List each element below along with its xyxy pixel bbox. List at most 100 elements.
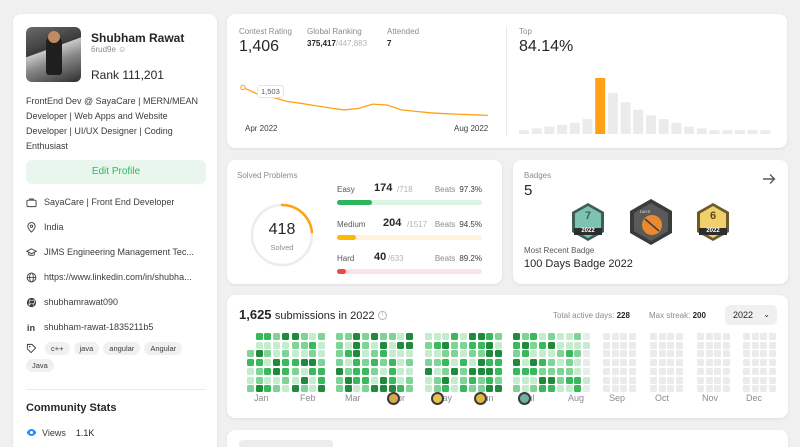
heatmap-day-cell[interactable] xyxy=(425,367,432,375)
heatmap-day-cell[interactable] xyxy=(442,376,450,384)
heatmap-day-cell[interactable] xyxy=(264,341,272,349)
arrow-right-icon[interactable] xyxy=(761,171,777,187)
heatmap-day-cell[interactable] xyxy=(477,367,485,375)
heatmap-day-cell[interactable] xyxy=(336,341,343,349)
distribution-bar[interactable] xyxy=(620,102,631,134)
heatmap-day-cell[interactable] xyxy=(255,341,263,349)
heatmap-day-cell[interactable] xyxy=(760,359,768,367)
heatmap-day-cell[interactable] xyxy=(300,359,308,367)
heatmap-day-cell[interactable] xyxy=(495,341,503,349)
heatmap-day-cell[interactable] xyxy=(388,385,396,393)
heatmap-day-cell[interactable] xyxy=(397,350,405,358)
heatmap-day-cell[interactable] xyxy=(513,341,520,349)
heatmap-day-cell[interactable] xyxy=(336,333,343,340)
heatmap-day-cell[interactable] xyxy=(714,333,722,340)
heatmap-day-cell[interactable] xyxy=(281,367,289,375)
heatmap-day-cell[interactable] xyxy=(676,367,684,375)
heatmap-day-cell[interactable] xyxy=(281,333,289,340)
heatmap-day-cell[interactable] xyxy=(370,359,378,367)
heatmap-day-cell[interactable] xyxy=(620,385,628,393)
heatmap-day-cell[interactable] xyxy=(583,341,591,349)
heatmap-day-cell[interactable] xyxy=(273,350,281,358)
heatmap-day-cell[interactable] xyxy=(658,385,666,393)
heatmap-day-cell[interactable] xyxy=(406,333,414,340)
heatmap-day-cell[interactable] xyxy=(676,376,684,384)
heatmap-day-cell[interactable] xyxy=(309,376,317,384)
heatmap-day-cell[interactable] xyxy=(760,367,768,375)
avatar[interactable] xyxy=(26,27,81,82)
heatmap-day-cell[interactable] xyxy=(557,385,564,393)
heatmap-day-cell[interactable] xyxy=(667,333,675,340)
heatmap-day-cell[interactable] xyxy=(486,350,494,358)
distribution-bar[interactable] xyxy=(658,119,669,134)
monthly-badge-icon[interactable] xyxy=(570,202,606,242)
heatmap-day-cell[interactable] xyxy=(760,333,768,340)
heatmap-day-cell[interactable] xyxy=(247,350,254,358)
heatmap-day-cell[interactable] xyxy=(459,333,467,340)
heatmap-day-cell[interactable] xyxy=(336,359,343,367)
heatmap-day-cell[interactable] xyxy=(620,350,628,358)
heatmap-day-cell[interactable] xyxy=(344,350,352,358)
heatmap-day-cell[interactable] xyxy=(530,385,538,393)
heatmap-day-cell[interactable] xyxy=(620,367,628,375)
distribution-bar[interactable] xyxy=(557,124,568,134)
heatmap-day-cell[interactable] xyxy=(451,376,459,384)
heatmap-day-cell[interactable] xyxy=(513,350,520,358)
distribution-bar[interactable] xyxy=(722,130,733,134)
heatmap-day-cell[interactable] xyxy=(705,385,713,393)
github-row[interactable]: shubhamrawat090 xyxy=(26,295,208,309)
heatmap-day-cell[interactable] xyxy=(477,350,485,358)
heatmap-day-cell[interactable] xyxy=(300,350,308,358)
heatmap-day-cell[interactable] xyxy=(318,350,326,358)
heatmap-day-cell[interactable] xyxy=(743,333,750,340)
heatmap-day-cell[interactable] xyxy=(513,333,520,340)
heatmap-day-cell[interactable] xyxy=(442,350,450,358)
heatmap-day-cell[interactable] xyxy=(247,385,254,393)
skill-tag[interactable]: angular xyxy=(103,342,141,355)
heatmap-day-cell[interactable] xyxy=(530,367,538,375)
heatmap-day-cell[interactable] xyxy=(650,359,657,367)
distribution-bar[interactable] xyxy=(544,126,555,134)
heatmap-day-cell[interactable] xyxy=(469,359,476,367)
heatmap-day-cell[interactable] xyxy=(574,350,582,358)
heatmap-day-cell[interactable] xyxy=(459,350,467,358)
heatmap-day-cell[interactable] xyxy=(281,350,289,358)
heatmap-day-cell[interactable] xyxy=(370,385,378,393)
heatmap-day-cell[interactable] xyxy=(292,359,299,367)
skill-tag[interactable]: Angular xyxy=(144,342,183,355)
heatmap-day-cell[interactable] xyxy=(309,350,317,358)
solved-progress-ring[interactable] xyxy=(249,202,315,268)
skill-tag[interactable]: java xyxy=(73,342,100,355)
heatmap-day-cell[interactable] xyxy=(565,341,573,349)
heatmap-day-cell[interactable] xyxy=(353,367,361,375)
heatmap-day-cell[interactable] xyxy=(676,341,684,349)
heatmap-day-cell[interactable] xyxy=(521,350,529,358)
heatmap-day-cell[interactable] xyxy=(539,376,547,384)
heatmap-day-cell[interactable] xyxy=(370,341,378,349)
heatmap-day-cell[interactable] xyxy=(353,376,361,384)
heatmap-day-cell[interactable] xyxy=(714,350,722,358)
heatmap-day-cell[interactable] xyxy=(539,359,547,367)
heatmap-day-cell[interactable] xyxy=(451,359,459,367)
heatmap-day-cell[interactable] xyxy=(309,333,317,340)
heatmap-day-cell[interactable] xyxy=(557,376,564,384)
heatmap-day-cell[interactable] xyxy=(705,367,713,375)
edit-profile-button[interactable]: Edit Profile xyxy=(26,160,206,184)
heatmap-day-cell[interactable] xyxy=(362,376,370,384)
distribution-bar[interactable] xyxy=(519,130,529,134)
heatmap-day-cell[interactable] xyxy=(264,359,272,367)
heatmap-day-cell[interactable] xyxy=(406,376,414,384)
heatmap-day-cell[interactable] xyxy=(469,341,476,349)
heatmap-day-cell[interactable] xyxy=(697,359,704,367)
heatmap-day-cell[interactable] xyxy=(273,359,281,367)
heatmap-day-cell[interactable] xyxy=(751,350,759,358)
heatmap-day-cell[interactable] xyxy=(513,376,520,384)
heatmap-day-cell[interactable] xyxy=(714,376,722,384)
heatmap-day-cell[interactable] xyxy=(370,367,378,375)
heatmap-day-cell[interactable] xyxy=(611,333,619,340)
distribution-bar[interactable] xyxy=(607,92,618,134)
heatmap-day-cell[interactable] xyxy=(477,359,485,367)
heatmap-day-cell[interactable] xyxy=(743,376,750,384)
distribution-bar[interactable] xyxy=(646,115,656,134)
heatmap-day-cell[interactable] xyxy=(433,333,441,340)
